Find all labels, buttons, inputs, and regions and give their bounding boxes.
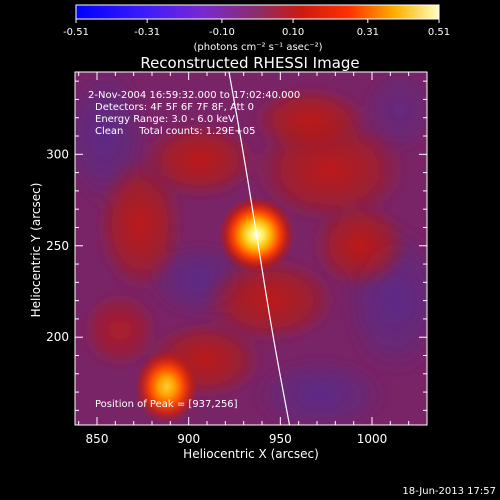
annotation-detectors: Detectors: 4F 5F 6F 7F 8F, Att 0 <box>95 102 254 113</box>
heatmap-image <box>75 72 427 425</box>
colorbar-tick-label: -0.51 <box>63 27 89 38</box>
y-tick-label: 200 <box>46 330 69 344</box>
annotation-block: 2-Nov-2004 16:59:32.000 to 17:02:40.000 … <box>88 90 300 137</box>
y-axis-label: Heliocentric Y (arcsec) <box>29 183 43 318</box>
x-tick-label: 900 <box>177 432 200 446</box>
plot-frame <box>74 71 428 426</box>
colorbar <box>75 4 440 20</box>
solar-limb-curve <box>228 72 291 425</box>
chart-title: Reconstructed RHESSI Image <box>140 54 359 72</box>
x-tick-label: 1000 <box>357 432 388 446</box>
colorbar-tick-label: 0.51 <box>428 27 450 38</box>
x-tick-label: 850 <box>86 432 109 446</box>
hxr-source-secondary <box>134 349 200 424</box>
date-stamp: 18-Jun-2013 17:57 <box>402 486 496 497</box>
peak-position-label: Position of Peak = [937,256] <box>95 399 238 410</box>
colorbar-units: (photons cm⁻² s⁻¹ asec⁻²) <box>193 42 322 53</box>
colorbar-tick-label: -0.31 <box>134 27 160 38</box>
axis-ticks <box>75 72 428 425</box>
colorbar-tick-labels: -0.51 -0.31 -0.10 0.10 0.31 0.51 <box>63 27 450 38</box>
y-tick-label: 250 <box>46 239 69 253</box>
colorbar-tick-label: -0.10 <box>209 27 235 38</box>
colorbar-tick-label: 0.10 <box>282 27 304 38</box>
annotation-time-range: 2-Nov-2004 16:59:32.000 to 17:02:40.000 <box>88 90 300 101</box>
x-tick-labels: 850 900 950 1000 <box>86 432 388 446</box>
x-tick-label: 950 <box>269 432 292 446</box>
y-tick-label: 300 <box>46 147 69 161</box>
colorbar-ticks <box>75 19 440 23</box>
colorbar-tick-label: 0.31 <box>357 27 379 38</box>
annotation-energy-range: Energy Range: 3.0 - 6.0 keV <box>95 114 235 125</box>
x-axis-label: Heliocentric X (arcsec) <box>183 447 319 461</box>
annotation-clean-counts: Clean Total counts: 1.29E+05 <box>95 126 255 137</box>
y-tick-labels: 200 250 300 <box>46 147 69 344</box>
